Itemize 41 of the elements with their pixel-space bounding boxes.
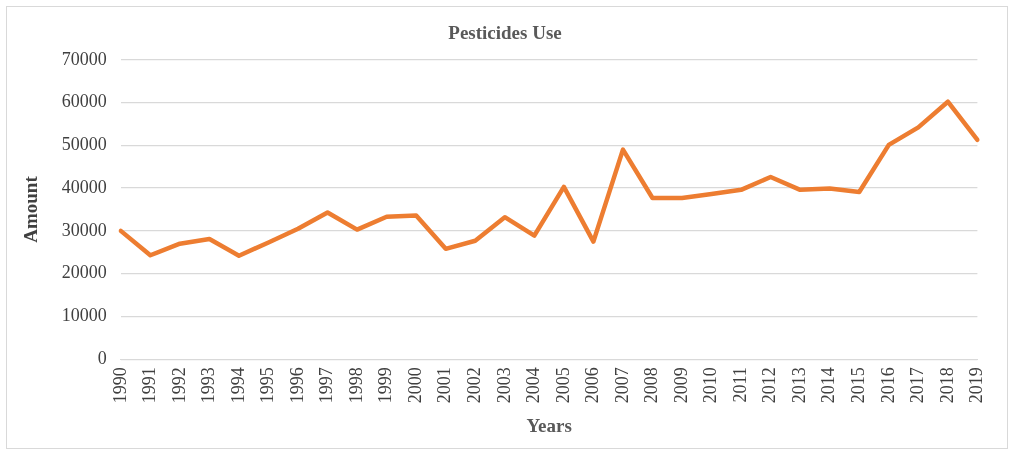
x-tick-label: 2003 xyxy=(493,367,514,404)
y-axis-title: Amount xyxy=(20,175,42,243)
y-tick-label: 10000 xyxy=(61,305,107,326)
x-tick-label: 2013 xyxy=(788,367,809,404)
y-tick-label: 50000 xyxy=(61,134,107,155)
x-tick-label: 2015 xyxy=(847,367,868,404)
x-tick-label: 2011 xyxy=(729,367,750,403)
y-tick-label: 60000 xyxy=(61,91,107,112)
y-tick-label: 20000 xyxy=(61,262,107,283)
x-tick-label: 2010 xyxy=(700,367,721,404)
x-tick-label: 1991 xyxy=(139,367,160,404)
x-tick-label: 1994 xyxy=(227,367,248,404)
x-tick-label: 2006 xyxy=(582,367,603,404)
x-tick-label: 2009 xyxy=(670,367,691,404)
x-tick-label: 1993 xyxy=(198,367,219,404)
x-tick-label: 1995 xyxy=(257,367,278,404)
x-tick-label: 2016 xyxy=(877,367,898,404)
y-tick-label: 0 xyxy=(97,347,107,368)
x-tick-label: 2004 xyxy=(523,367,544,404)
x-tick-label: 2000 xyxy=(404,367,425,404)
x-axis-title: Years xyxy=(526,414,572,436)
x-tick-label: 1996 xyxy=(286,367,307,404)
x-tick-label: 2019 xyxy=(966,367,987,404)
x-tick-label: 2001 xyxy=(434,367,455,404)
x-tick-label: 2002 xyxy=(463,367,484,404)
x-tick-label: 2014 xyxy=(818,367,839,404)
x-tick-label: 1999 xyxy=(375,367,396,404)
x-tick-label: 2012 xyxy=(759,367,780,404)
x-tick-label: 2017 xyxy=(907,367,928,404)
x-tick-label: 1997 xyxy=(316,367,337,404)
y-tick-label: 40000 xyxy=(61,176,107,197)
x-tick-label: 1998 xyxy=(345,367,366,404)
y-tick-label: 30000 xyxy=(61,219,107,240)
x-tick-label: 2008 xyxy=(641,367,662,404)
x-tick-label: 1992 xyxy=(168,367,189,404)
x-tick-label: 2018 xyxy=(936,367,957,404)
y-tick-label: 70000 xyxy=(61,48,107,69)
x-tick-label: 1990 xyxy=(109,367,130,404)
x-tick-label: 2007 xyxy=(611,367,632,404)
chart-title: Pesticides Use xyxy=(448,22,562,44)
x-tick-label: 2005 xyxy=(552,367,573,404)
